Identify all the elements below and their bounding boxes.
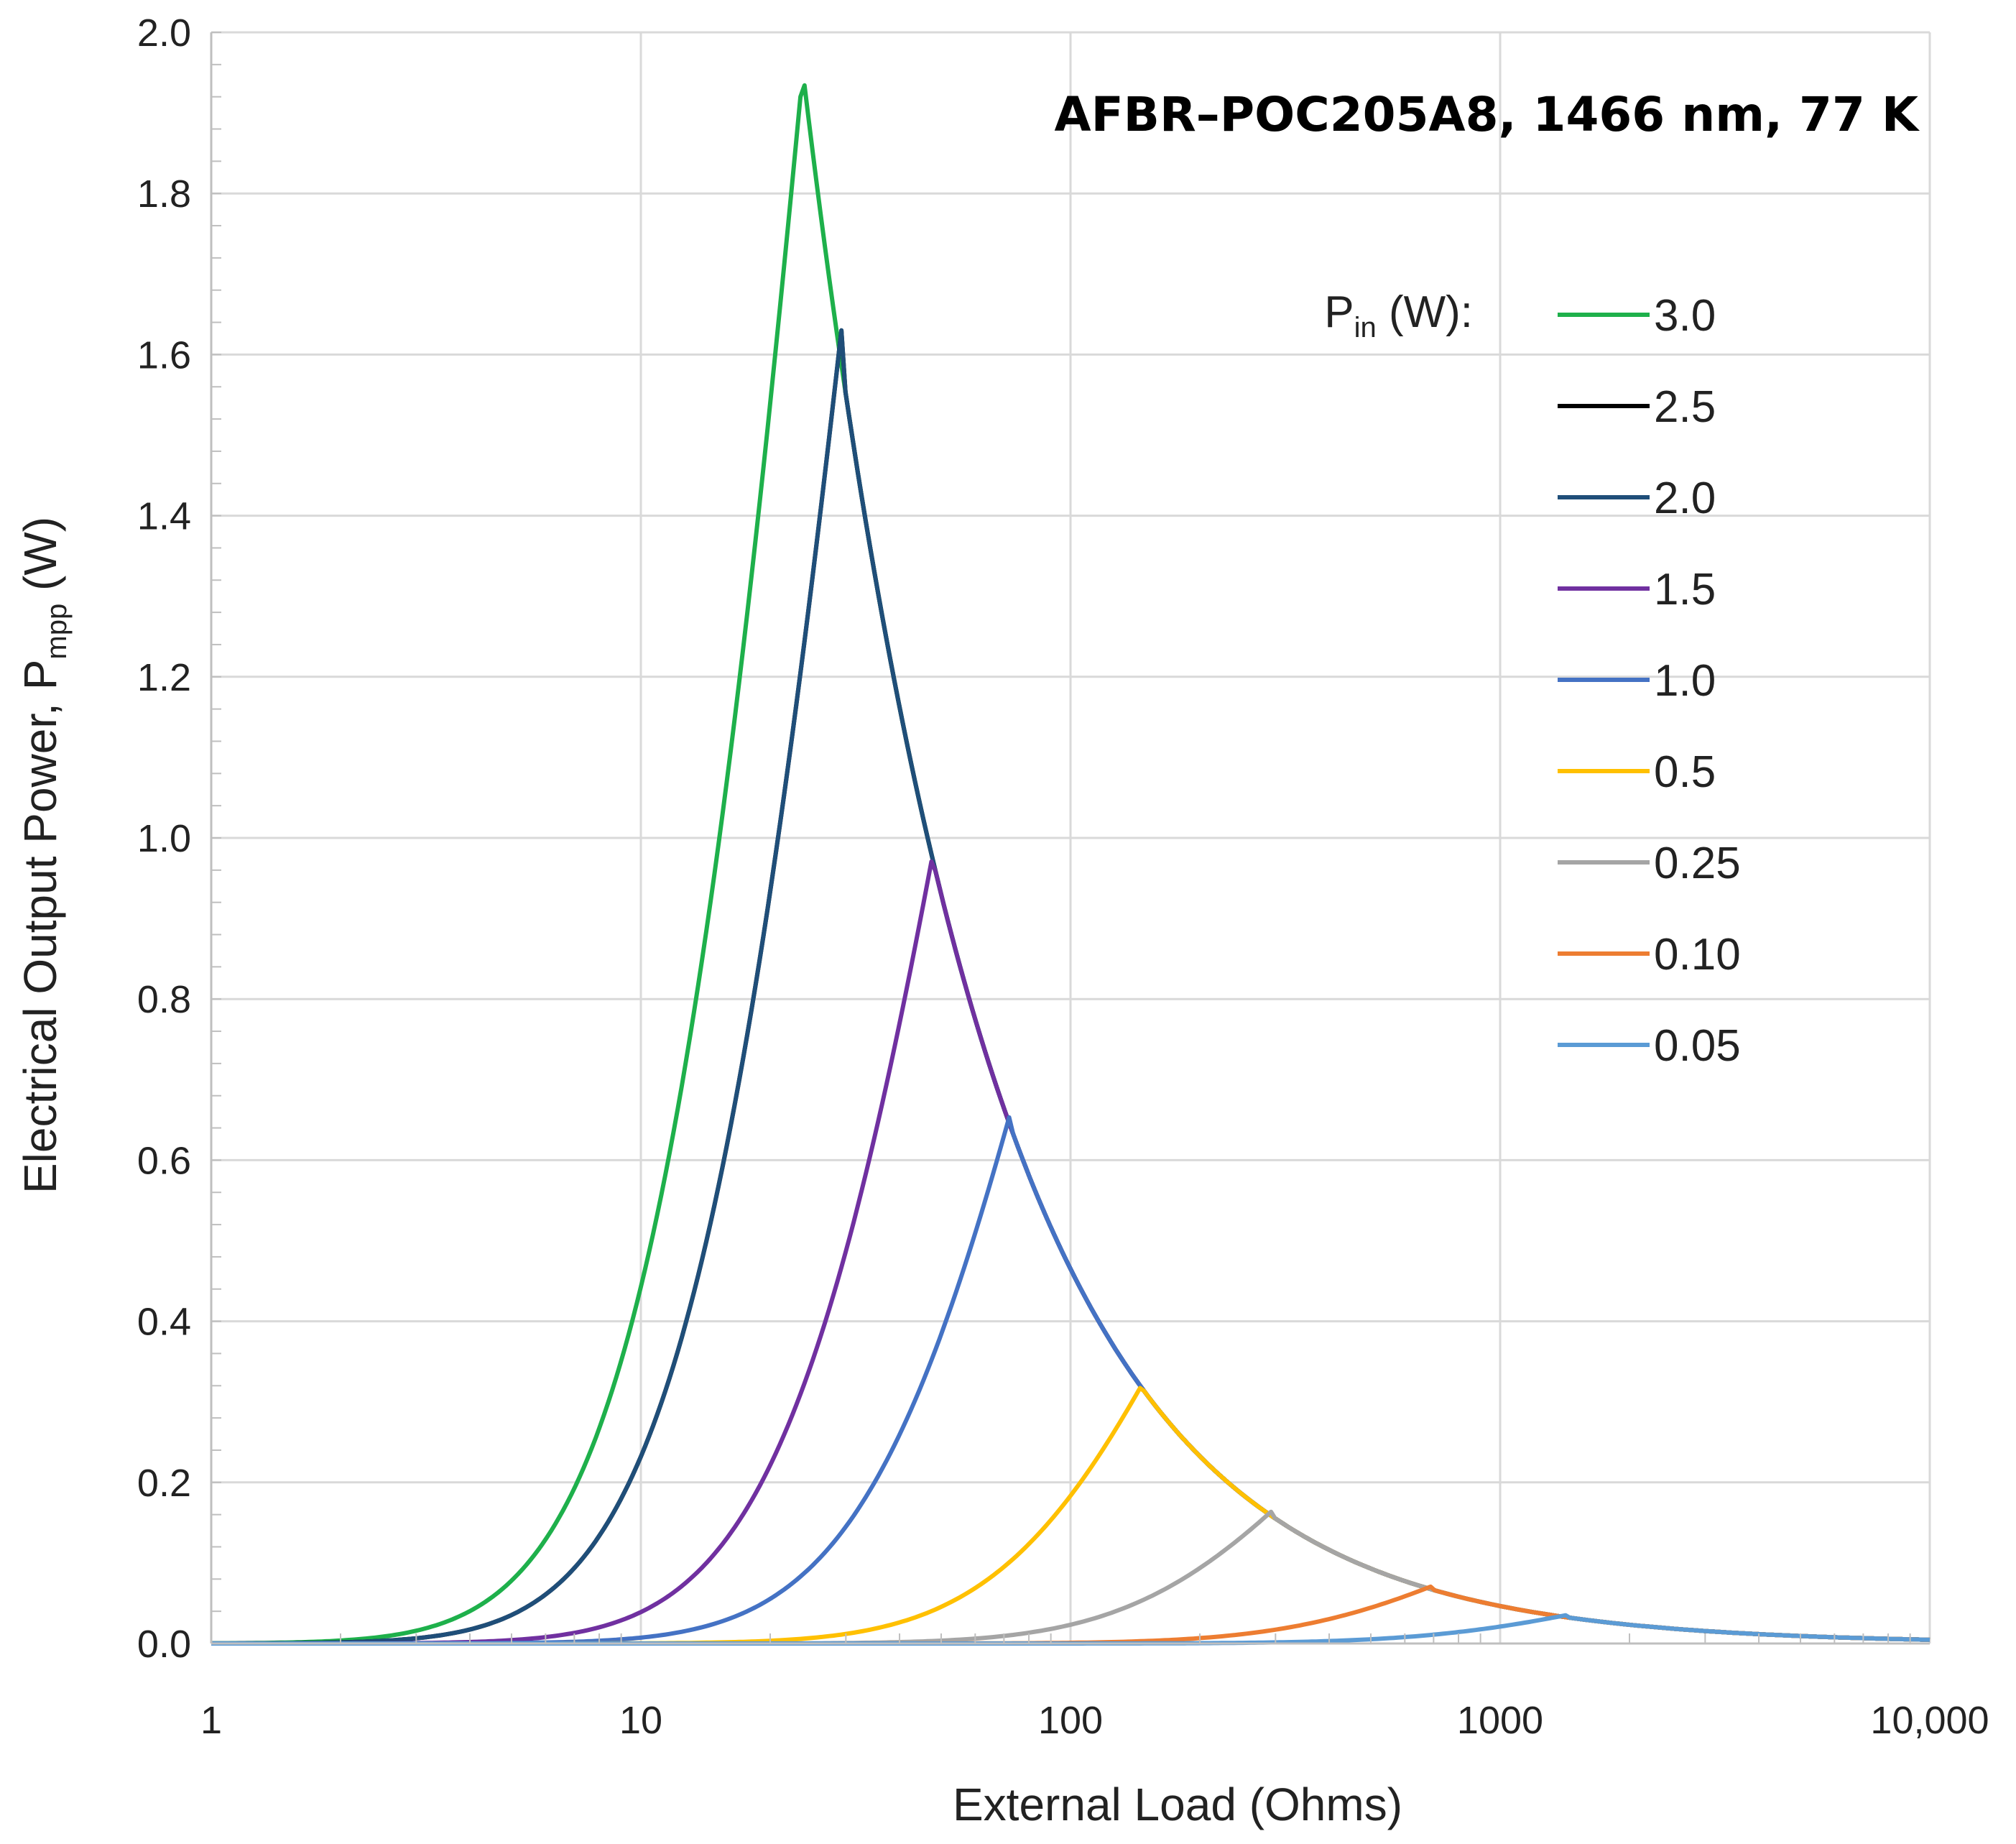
legend-title-sub: in [1354,312,1377,344]
legend-label: 0.25 [1654,839,1741,888]
x-tick-label: 10 [619,1699,662,1742]
grid [210,31,1931,1645]
legend-label: 2.5 [1654,382,1716,432]
y-tick-label: 0.8 [137,978,191,1021]
y-tick-label: 1.8 [137,172,191,216]
legend-label: 0.5 [1654,747,1716,797]
legend-title-main: P [1324,287,1354,337]
x-tick-label: 1 [200,1699,222,1742]
y-tick-label: 0.4 [137,1301,191,1344]
y-tick-label: 1.4 [137,495,191,538]
legend-title-unit: (W): [1377,287,1473,337]
x-tick-label: 10,000 [1870,1699,1989,1742]
y-tick-label: 1.6 [137,333,191,377]
y-tick-label: 0.6 [137,1139,191,1182]
y-tick-label: 2.0 [137,11,191,55]
axes [210,32,1930,1645]
legend: 3.0 2.5 2.0 1.5 1.0 0.5 0.25 0.10 0.05 [1558,291,1741,1071]
chart-title: AFBR–POC205A8, 1466 nm, 77 K [1055,87,1920,142]
x-axis-title: External Load (Ohms) [953,1779,1402,1830]
y-tick-label: 1.2 [137,656,191,699]
x-tick-label: 1000 [1457,1699,1543,1742]
y-tick-label: 1.0 [137,817,191,860]
y-tick-label: 0.2 [137,1462,191,1505]
legend-label: 0.05 [1654,1021,1741,1071]
y-axis-title-unit: (W) [14,517,66,604]
y-axis-title-main: Electrical Output Power, P [14,660,66,1194]
legend-title: Pin (W): [1324,287,1473,344]
legend-label: 1.0 [1654,656,1716,706]
legend-label: 3.0 [1654,291,1716,341]
legend-label: 1.5 [1654,565,1716,614]
y-axis-title-sub: mpp [41,604,73,660]
y-axis-title: Electrical Output Power, Pmpp (W) [14,517,73,1194]
y-tick-label: 0.0 [137,1623,191,1666]
ticks: 0.0 0.2 0.4 0.6 0.8 1.0 1.2 1.4 1.6 1.8 2.0 1 10 100 1… [137,11,1989,1742]
legend-label: 2.0 [1654,474,1716,523]
x-tick-label: 100 [1038,1699,1103,1742]
legend-label: 0.10 [1654,930,1741,979]
